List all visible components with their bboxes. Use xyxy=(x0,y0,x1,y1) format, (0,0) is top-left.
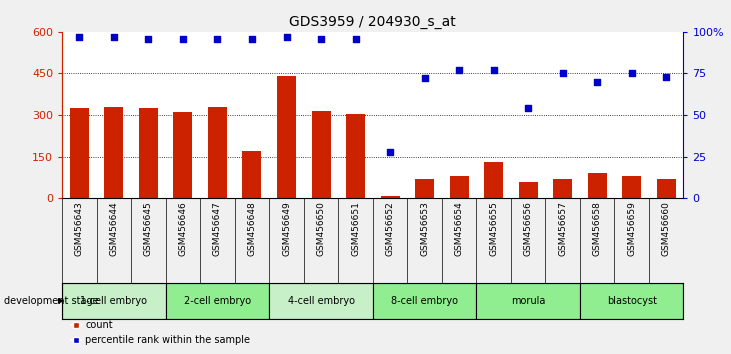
Bar xyxy=(243,151,262,198)
Bar xyxy=(484,162,503,198)
Bar xyxy=(519,182,537,198)
Bar xyxy=(373,283,477,319)
Bar xyxy=(70,108,89,198)
Text: development stage: development stage xyxy=(4,296,98,306)
Bar xyxy=(381,196,400,198)
Bar xyxy=(277,76,296,198)
Text: 2-cell embryo: 2-cell embryo xyxy=(184,296,251,306)
Point xyxy=(74,34,86,40)
Bar xyxy=(656,179,675,198)
Point xyxy=(626,71,637,76)
Bar xyxy=(173,112,192,198)
Point xyxy=(349,36,361,41)
Point xyxy=(315,36,327,41)
Bar xyxy=(553,179,572,198)
Point xyxy=(453,67,465,73)
Point xyxy=(108,34,120,40)
Point xyxy=(660,74,672,80)
Point xyxy=(246,36,258,41)
Point xyxy=(591,79,603,85)
Bar xyxy=(208,107,227,198)
Point xyxy=(212,36,224,41)
Bar xyxy=(346,114,365,198)
Bar xyxy=(139,108,158,198)
Point xyxy=(177,36,189,41)
Point xyxy=(419,76,431,81)
Point xyxy=(522,105,534,111)
Text: 1-cell embryo: 1-cell embryo xyxy=(80,296,148,306)
Bar xyxy=(269,283,373,319)
Title: GDS3959 / 204930_s_at: GDS3959 / 204930_s_at xyxy=(289,16,456,29)
Bar xyxy=(415,179,434,198)
Text: 4-cell embryo: 4-cell embryo xyxy=(287,296,355,306)
Point xyxy=(281,34,292,40)
Text: 8-cell embryo: 8-cell embryo xyxy=(391,296,458,306)
Text: morula: morula xyxy=(511,296,545,306)
Point xyxy=(557,71,569,76)
Bar xyxy=(477,283,580,319)
Bar xyxy=(105,107,124,198)
Legend: count, percentile rank within the sample: count, percentile rank within the sample xyxy=(67,316,254,349)
Bar xyxy=(62,283,166,319)
Text: blastocyst: blastocyst xyxy=(607,296,656,306)
Point xyxy=(385,149,396,154)
Bar xyxy=(580,283,683,319)
Bar xyxy=(166,283,269,319)
Bar xyxy=(311,111,330,198)
Text: ▶: ▶ xyxy=(58,296,64,306)
Bar xyxy=(450,176,469,198)
Bar xyxy=(588,173,607,198)
Point xyxy=(143,36,154,41)
Bar xyxy=(622,176,641,198)
Point xyxy=(488,67,499,73)
